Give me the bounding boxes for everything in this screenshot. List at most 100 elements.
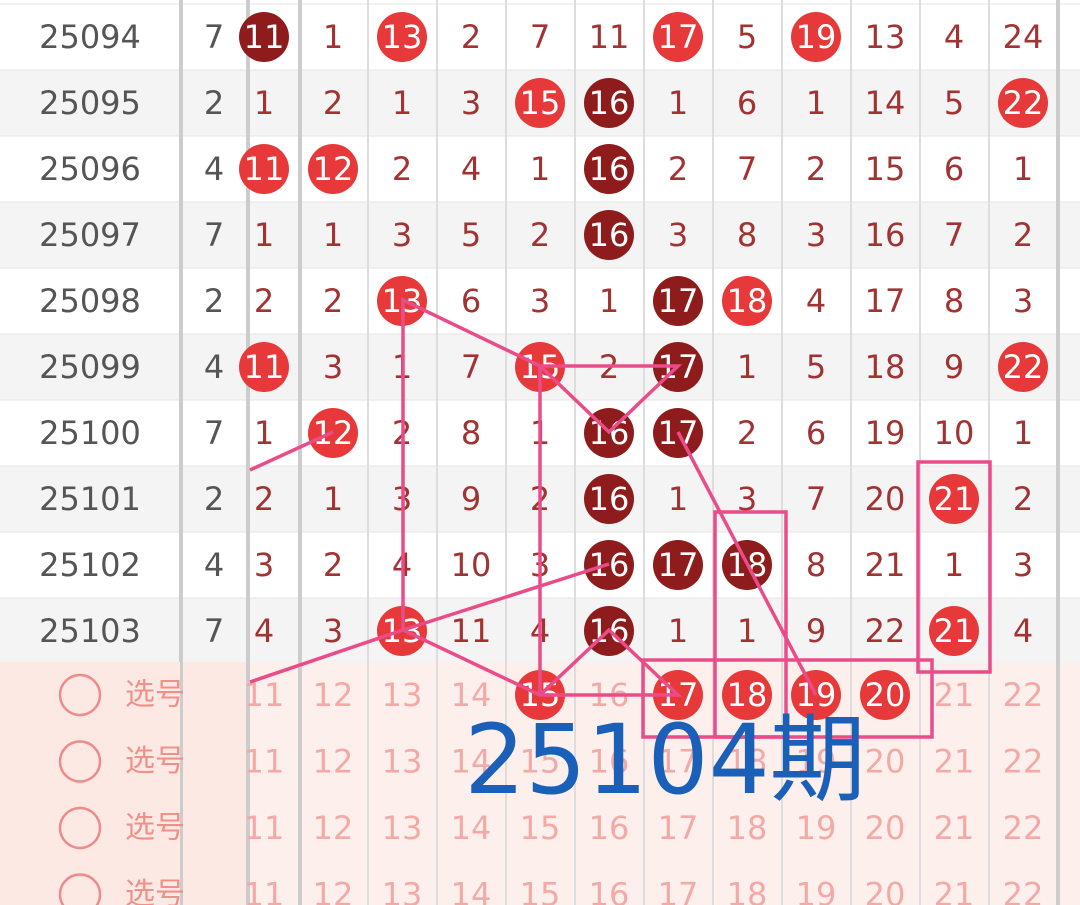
pick-number[interactable]: 18	[727, 876, 768, 905]
pick-number[interactable]: 12	[313, 876, 354, 905]
pick-label[interactable]: 选号	[125, 678, 185, 713]
pick-number[interactable]: 15	[520, 743, 561, 781]
pick-number[interactable]: 18	[727, 676, 768, 714]
pick-number[interactable]: 12	[313, 676, 354, 714]
pick-number[interactable]: 21	[934, 743, 975, 781]
pick-number[interactable]: 13	[382, 743, 423, 781]
pick-number[interactable]: 14	[451, 743, 492, 781]
pick-number[interactable]: 11	[244, 743, 285, 781]
period: 25094	[39, 18, 141, 56]
pick-number[interactable]: 19	[796, 809, 837, 847]
period: 25097	[39, 216, 141, 254]
pick-number[interactable]: 22	[1003, 876, 1044, 905]
pick-number[interactable]: 22	[1003, 743, 1044, 781]
pick-number[interactable]: 19	[796, 743, 837, 781]
pick-number[interactable]: 20	[865, 743, 906, 781]
pick-number[interactable]: 17	[658, 743, 699, 781]
hit-number: 21	[934, 480, 975, 518]
pick-number[interactable]: 21	[934, 809, 975, 847]
period: 25095	[39, 84, 141, 122]
pick-number[interactable]: 16	[589, 809, 630, 847]
pick-number[interactable]: 15	[520, 809, 561, 847]
miss-count: 8	[806, 546, 826, 584]
pick-number[interactable]: 14	[451, 809, 492, 847]
pick-number[interactable]: 13	[382, 676, 423, 714]
period: 25096	[39, 150, 141, 188]
sum: 2	[204, 282, 224, 320]
period: 25103	[39, 612, 141, 650]
pick-number[interactable]: 22	[1003, 676, 1044, 714]
hit-number: 11	[244, 150, 285, 188]
pick-number[interactable]: 14	[451, 676, 492, 714]
hit-ball	[722, 276, 772, 326]
pick-number[interactable]: 17	[658, 809, 699, 847]
miss-count: 6	[806, 414, 826, 452]
miss-count: 13	[865, 18, 906, 56]
hit-number: 22	[1003, 84, 1044, 122]
miss-count: 1	[944, 546, 964, 584]
miss-count: 4	[1013, 612, 1033, 650]
radio[interactable]	[58, 673, 102, 717]
miss-count: 21	[865, 546, 906, 584]
miss-count: 1	[254, 84, 274, 122]
miss-count: 2	[323, 546, 343, 584]
pick-number[interactable]: 20	[865, 809, 906, 847]
pick-number[interactable]: 18	[727, 743, 768, 781]
hit-ball	[308, 144, 358, 194]
miss-count: 1	[1013, 414, 1033, 452]
miss-count: 10	[934, 414, 975, 452]
pick-number[interactable]: 22	[1003, 809, 1044, 847]
pick-number[interactable]: 11	[244, 876, 285, 905]
pick-number[interactable]: 14	[451, 876, 492, 905]
issue-label: 25104期	[464, 704, 865, 816]
miss-count: 15	[865, 150, 906, 188]
radio[interactable]	[58, 740, 102, 783]
miss-count: 2	[737, 414, 757, 452]
sum: 4	[204, 150, 224, 188]
miss-count: 7	[461, 348, 481, 386]
pick-number[interactable]: 18	[727, 809, 768, 847]
hit-number: 21	[934, 612, 975, 650]
miss-count: 1	[1013, 150, 1033, 188]
pick-number[interactable]: 12	[313, 743, 354, 781]
hit-ball	[653, 276, 703, 326]
miss-count: 4	[254, 612, 274, 650]
period-col-bg	[0, 662, 180, 905]
pick-number[interactable]: 17	[658, 876, 699, 905]
pick-number[interactable]: 21	[934, 876, 975, 905]
pick-label[interactable]: 选号	[125, 744, 185, 779]
pick-number[interactable]: 13	[382, 876, 423, 905]
miss-count: 3	[1013, 546, 1033, 584]
miss-count: 2	[806, 150, 826, 188]
radio[interactable]	[58, 873, 102, 905]
pick-number[interactable]: 20	[865, 876, 906, 905]
miss-count: 5	[806, 348, 826, 386]
hit-ball	[929, 606, 979, 656]
sum: 7	[204, 414, 224, 452]
pick-number[interactable]: 20	[865, 676, 906, 714]
sum: 4	[204, 546, 224, 584]
pick-number[interactable]: 19	[796, 876, 837, 905]
miss-count: 11	[589, 18, 630, 56]
miss-count: 16	[865, 216, 906, 254]
pick-label[interactable]: 选号	[125, 811, 185, 846]
miss-count: 2	[530, 216, 550, 254]
pick-number[interactable]: 21	[934, 676, 975, 714]
pick-label[interactable]: 选号	[125, 877, 185, 905]
pick-number[interactable]: 15	[520, 876, 561, 905]
miss-count: 8	[944, 282, 964, 320]
miss-count: 11	[451, 612, 492, 650]
pick-number[interactable]: 16	[589, 743, 630, 781]
pick-number[interactable]: 13	[382, 809, 423, 847]
miss-count: 3	[737, 480, 757, 518]
pick-number[interactable]: 12	[313, 809, 354, 847]
miss-count: 20	[865, 480, 906, 518]
hit-ball	[998, 342, 1048, 392]
pick-number[interactable]: 11	[244, 676, 285, 714]
hit-number: 12	[313, 150, 354, 188]
pick-number[interactable]: 11	[244, 809, 285, 847]
pick-number[interactable]: 16	[589, 876, 630, 905]
miss-count: 6	[461, 282, 481, 320]
hit-number: 19	[796, 18, 837, 56]
radio[interactable]	[58, 806, 102, 850]
